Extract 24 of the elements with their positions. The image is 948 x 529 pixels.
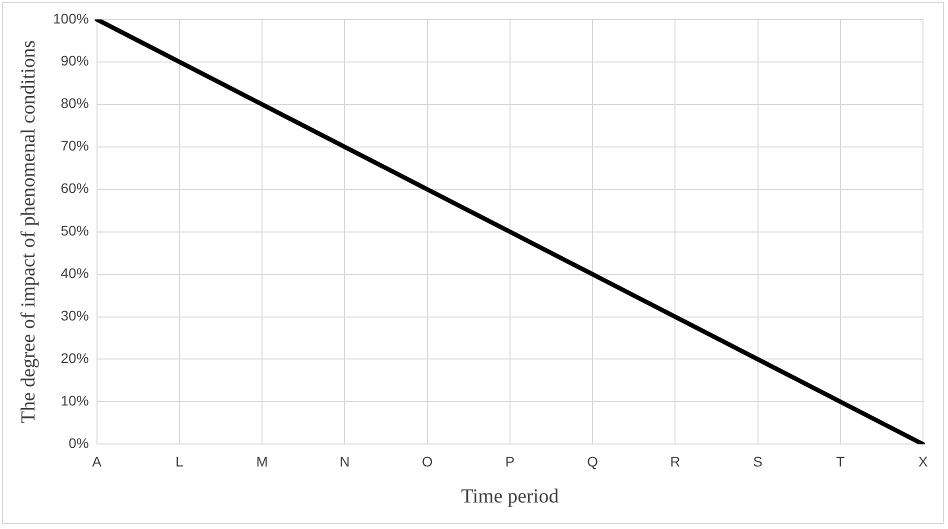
x-tick-label: L <box>176 453 184 470</box>
y-tick-label: 70% <box>60 138 89 154</box>
x-tick-label: M <box>256 453 268 470</box>
x-tick-label: O <box>422 453 433 470</box>
y-tick-label: 50% <box>60 222 89 239</box>
y-tick-label: 60% <box>60 180 89 196</box>
x-tick-label: R <box>670 453 680 470</box>
x-tick-label: T <box>836 453 846 470</box>
x-tick-label: N <box>340 453 350 470</box>
x-tick-label: S <box>753 453 762 470</box>
y-tick-label: 40% <box>60 265 89 282</box>
y-tick-label: 20% <box>60 350 89 366</box>
y-tick-label: 30% <box>60 308 89 324</box>
y-axis-title: The degree of impact of phenomenal conditions <box>17 40 40 424</box>
x-tick-label: P <box>505 453 515 470</box>
y-tick-label: 90% <box>60 52 89 69</box>
y-tick-label: 100% <box>52 10 89 26</box>
x-tick-label: Q <box>587 453 598 470</box>
y-tick-label: 80% <box>60 95 89 112</box>
y-tick-label: 10% <box>60 392 89 409</box>
x-tick-label: A <box>92 453 102 470</box>
y-tick-label: 0% <box>68 435 89 452</box>
x-axis-title: Time period <box>461 485 559 508</box>
x-tick-label: X <box>918 453 928 470</box>
